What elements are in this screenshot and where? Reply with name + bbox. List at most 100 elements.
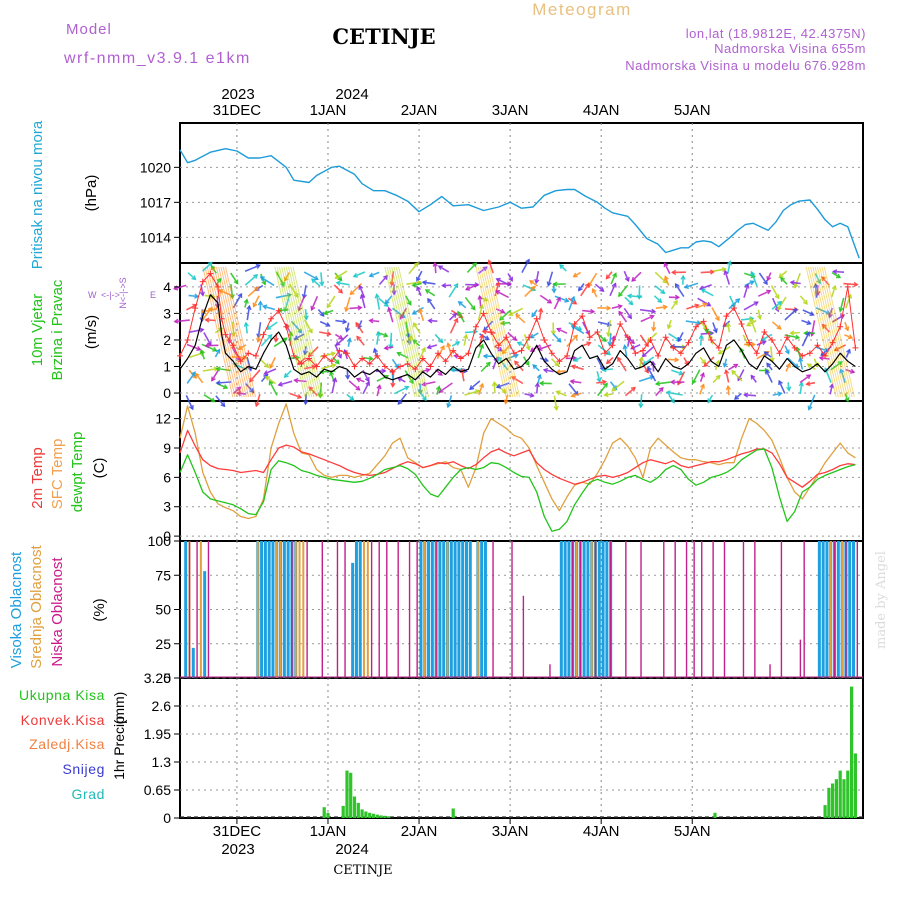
wind-gust-marker	[237, 358, 244, 365]
wind-arrow	[408, 262, 419, 275]
wind-arrow-head	[638, 356, 644, 362]
wind-arrow-head	[524, 360, 530, 367]
wind-gust-marker	[693, 323, 700, 330]
wind-arrow	[606, 356, 614, 364]
wind-arrow	[744, 280, 754, 287]
precip-bar	[371, 813, 376, 818]
wind-gust-marker	[472, 323, 479, 330]
wind-gust-marker	[852, 344, 859, 351]
wind-streak-2	[398, 266, 430, 398]
wind-arrow-head	[288, 331, 294, 337]
wind-arrow	[362, 381, 370, 395]
wind-arrow-head	[680, 274, 686, 280]
wind-arrow	[310, 295, 319, 311]
wind-gust-marker	[685, 339, 692, 346]
wind-gust-marker	[177, 352, 183, 359]
lonlat-text: lon,lat (18.9812E, 42.4375N)	[686, 26, 866, 41]
wind-gust-marker	[639, 347, 646, 354]
pressure-tick-label-0: 1020	[140, 159, 171, 175]
wind-gust-marker	[776, 350, 783, 357]
wind-arrow	[202, 367, 218, 372]
wind-arrow	[201, 307, 213, 321]
wind-arrow-head	[630, 386, 636, 392]
wind-streak-4	[819, 266, 851, 398]
wind-arrow	[504, 394, 509, 404]
wind-arrow	[553, 297, 561, 310]
wind-arrow-head	[570, 295, 576, 302]
wind-arrow-head	[222, 384, 229, 390]
precip-bar	[834, 779, 838, 818]
wind-arrow-head	[611, 282, 617, 288]
wind-arrow	[463, 334, 468, 346]
wind-gust-marker	[586, 334, 593, 341]
wind-arrow	[843, 282, 858, 286]
pressure-ylabel: Pritisak na nivou mora	[29, 120, 46, 269]
wind-arrow-head	[612, 272, 617, 278]
wind-arrow	[640, 315, 654, 323]
wind-arrow	[375, 294, 381, 310]
wind-arrow-head	[479, 333, 485, 339]
wind-arrow-head	[335, 341, 341, 347]
wind-arrow-head	[629, 339, 636, 345]
wind-arrow-head	[293, 335, 299, 340]
wind-arrow-head	[199, 291, 205, 297]
wind-arrow	[655, 387, 664, 397]
wind-arrow	[284, 370, 292, 378]
wind-gust-marker	[313, 363, 320, 370]
wind-arrow	[727, 323, 731, 333]
precip-bar	[356, 802, 360, 818]
wind-arrow-head	[425, 367, 431, 373]
wind-arrow	[724, 270, 731, 285]
wind-arrow-head	[589, 308, 596, 315]
wind-arrow	[283, 272, 290, 282]
wind-arrow-head	[416, 285, 422, 292]
wind-arrow-head	[462, 368, 469, 374]
precip-bar	[364, 811, 368, 818]
wind-arrow-head	[698, 334, 704, 340]
wind-arrow	[597, 321, 611, 326]
wind-arrow	[188, 328, 204, 334]
wind-arrow-head	[709, 330, 715, 336]
precip-bar	[375, 814, 379, 818]
wind-arrow	[611, 305, 622, 309]
wind-arrow	[571, 365, 584, 371]
wind-arrow-head	[572, 357, 579, 362]
wind-gust-marker	[450, 347, 457, 354]
wind-arrow	[799, 374, 811, 384]
wind-streak-1	[274, 266, 306, 398]
wind-gust-marker	[601, 350, 608, 357]
wind-arrow-head	[761, 340, 767, 346]
wind-arrow	[624, 296, 634, 305]
wind-gust-marker	[343, 350, 350, 357]
wind-arrow-head	[749, 317, 755, 323]
wind-arrow	[290, 320, 303, 334]
wind-arrow-head	[413, 322, 418, 328]
wind-arrow	[728, 298, 740, 310]
wind-arrow-head	[424, 289, 430, 294]
wind-arrow-head	[570, 364, 576, 370]
wind-gust-marker	[480, 310, 487, 317]
wind-arrow-head	[469, 385, 475, 391]
wind-arrow-head	[372, 347, 378, 353]
wind-arrow	[639, 394, 643, 408]
wind-arrow-head	[426, 344, 432, 350]
bottom-date-5: 5JAN	[674, 823, 711, 840]
wind-arrow	[203, 394, 215, 403]
wind-arrow-head	[662, 278, 668, 284]
precip-tick-label-1: 2.6	[152, 698, 172, 714]
wind-arrow-head	[559, 263, 565, 269]
wind-arrow-head	[188, 405, 194, 411]
wind-arrow-head	[495, 277, 501, 283]
wind-arrow-head	[847, 334, 854, 340]
wind-arrow	[335, 334, 349, 346]
wind-arrow-head	[479, 343, 485, 349]
wind-arrow-head	[832, 269, 838, 275]
wind-arrow-head	[650, 360, 656, 366]
wind-arrow	[784, 345, 790, 354]
wind-arrow-head	[331, 363, 337, 369]
wind-arrow-head	[703, 328, 710, 334]
dewpoint-line	[179, 448, 856, 532]
wind-arrow	[230, 272, 239, 284]
wind-arrow	[195, 373, 204, 384]
wind-arrow	[493, 382, 496, 394]
